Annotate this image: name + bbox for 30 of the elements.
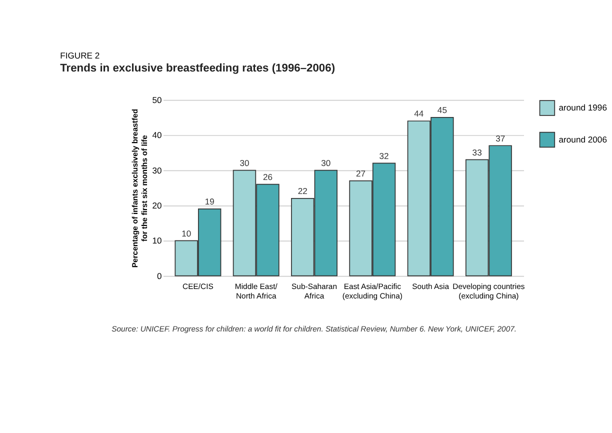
data-label: 19 <box>204 196 215 207</box>
data-label: 30 <box>321 158 331 168</box>
data-label: 33 <box>472 147 482 158</box>
data-label: 44 <box>414 108 424 119</box>
x-tick-label: Sub-Saharan Africa <box>292 282 338 301</box>
data-label: 32 <box>379 150 390 161</box>
source-note: Source: UNICEF. Progress for children: a world fit for children. Statistical Review, Number 6. New York, UNICEF, 2007. <box>112 324 517 334</box>
data-label: 45 <box>437 105 448 116</box>
y-tick-label: 30 <box>152 165 162 176</box>
x-tick-label: East Asia/Pacific (excluding China) <box>342 282 403 301</box>
x-tick-label: Middle East/ North Africa <box>234 282 278 301</box>
x-tick-label: CEE/CIS <box>182 282 214 292</box>
data-label: 10 <box>182 228 192 238</box>
x-tick-label: Developing countries (excluding China) <box>452 282 525 301</box>
data-label: 26 <box>262 172 273 182</box>
y-tick-label: 10 <box>152 236 162 246</box>
y-axis-title: Percentage of infants exclusively breastfed for the first six months of life <box>130 108 150 268</box>
y-tick-label: 50 <box>152 94 162 105</box>
data-label: 22 <box>298 186 308 196</box>
y-tick-label: 40 <box>152 130 162 140</box>
y-tick-label: 0 <box>157 270 162 281</box>
text: FIGURE 2 <box>60 50 100 61</box>
legend-label: around 1996 <box>558 102 608 113</box>
x-tick-label: South Asia <box>412 282 450 292</box>
data-label: 37 <box>496 133 506 144</box>
y-tick-label: 20 <box>152 200 162 210</box>
data-label: 27 <box>356 168 366 179</box>
data-label: 30 <box>240 158 250 168</box>
legend-label: around 2006 <box>558 134 608 144</box>
chart-title: Trends in exclusive breastfeeding rates (1996–2006) <box>60 62 336 75</box>
